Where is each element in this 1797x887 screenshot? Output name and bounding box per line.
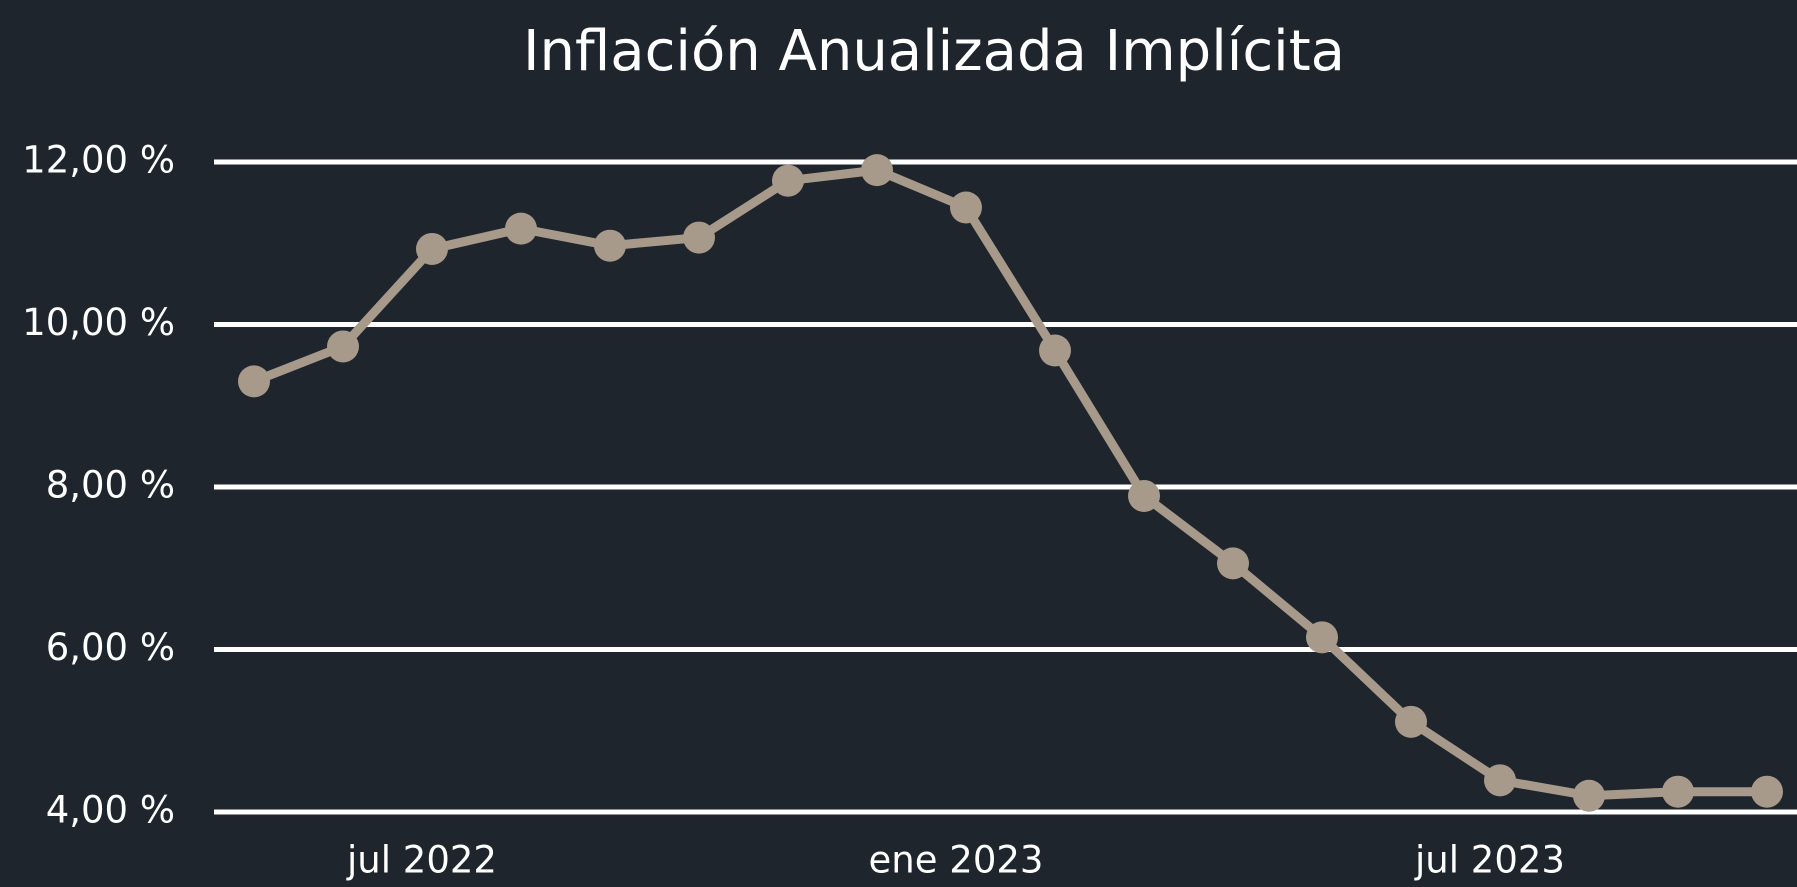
point: [1395, 705, 1427, 738]
point: [1662, 775, 1694, 808]
chart-title: Inflación Anualizada Implícita: [523, 19, 1345, 84]
point: [238, 365, 270, 398]
point: [594, 229, 626, 262]
y-tick-label: 10,00 %: [22, 301, 175, 344]
y-tick-label: 4,00 %: [46, 789, 175, 832]
point: [683, 221, 715, 254]
x-tick-label: jul 2023: [1414, 839, 1565, 882]
point: [1484, 764, 1516, 797]
point: [1751, 775, 1783, 808]
point: [1573, 779, 1605, 812]
point: [1039, 334, 1071, 367]
y-tick-label: 8,00 %: [46, 464, 175, 507]
point: [861, 154, 893, 187]
point: [1306, 621, 1338, 654]
point: [950, 191, 982, 224]
point: [1128, 479, 1160, 512]
y-tick-label: 12,00 %: [22, 139, 175, 182]
point: [416, 232, 448, 265]
point: [327, 330, 359, 363]
point: [772, 164, 804, 197]
y-tick-label: 6,00 %: [46, 626, 175, 669]
x-tick-label: ene 2023: [869, 839, 1044, 882]
point: [1217, 547, 1249, 580]
point: [505, 212, 537, 245]
x-tick-label: jul 2022: [346, 839, 497, 882]
